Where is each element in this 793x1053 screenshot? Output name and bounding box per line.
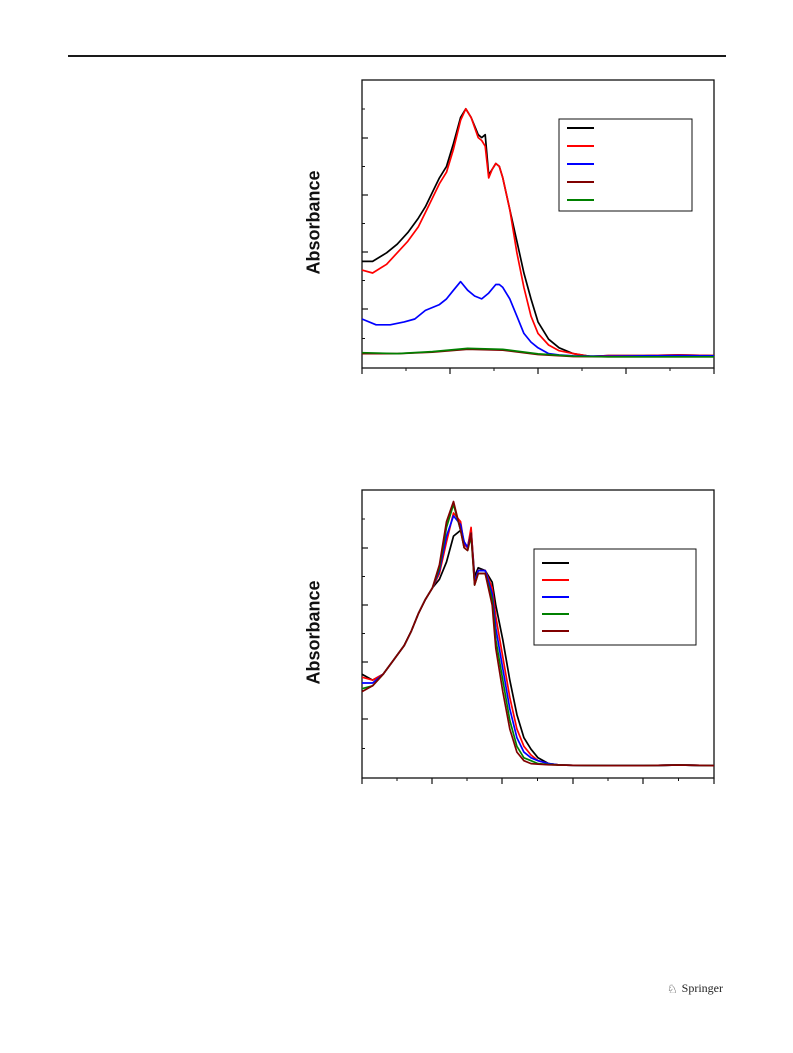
publisher-logo: ♘ Springer: [667, 981, 723, 996]
legend: [533, 548, 697, 646]
header-rule: [68, 55, 726, 57]
series-line-5: [361, 500, 715, 767]
springer-horse-icon: ♘: [666, 981, 678, 996]
publisher-name: Springer: [681, 981, 723, 995]
chart-1: [361, 79, 715, 374]
series-line-5: [361, 347, 714, 358]
series-line-2: [361, 107, 715, 358]
chart-2: [361, 489, 715, 784]
legend: [558, 118, 693, 212]
series-line-3: [361, 280, 715, 358]
